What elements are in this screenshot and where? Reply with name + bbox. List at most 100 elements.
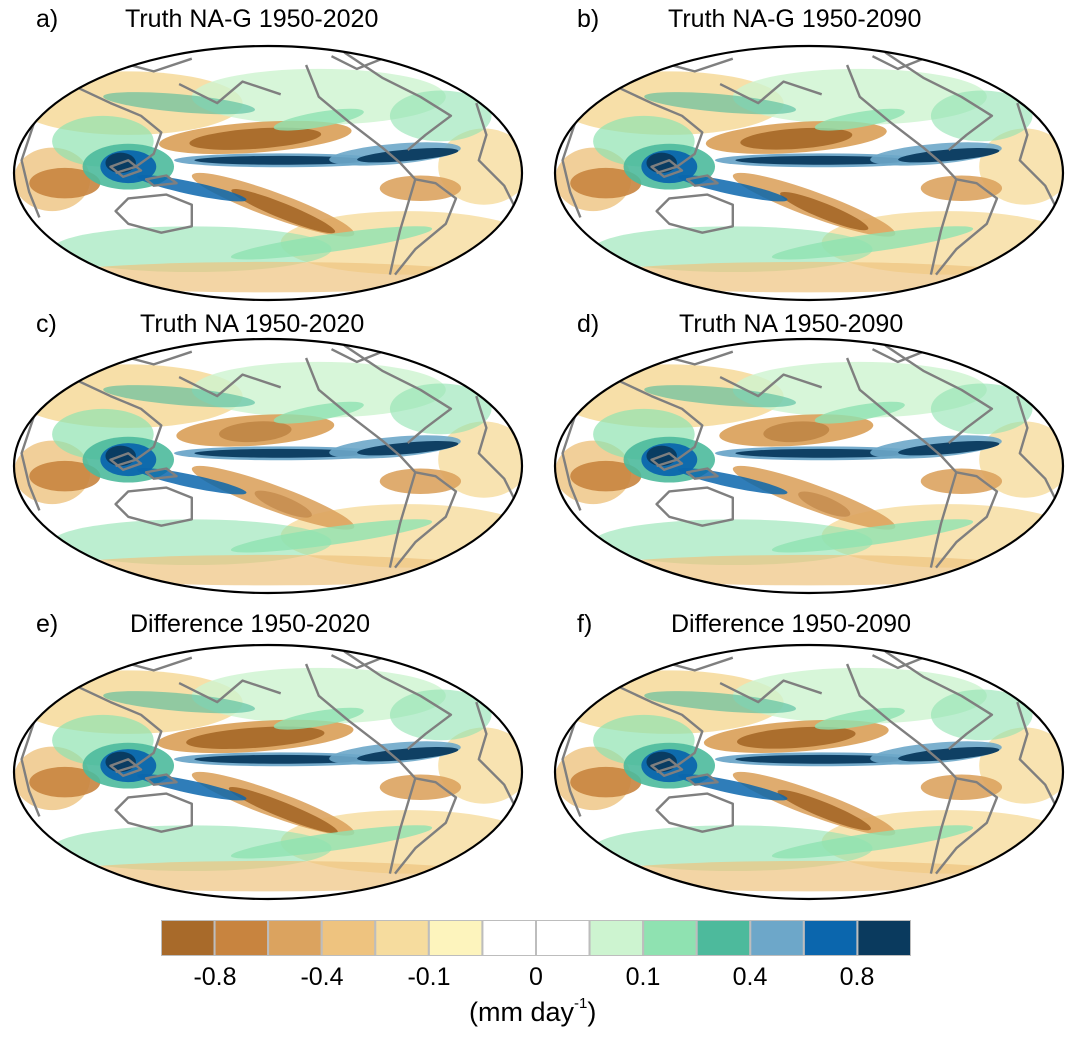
precip-field xyxy=(14,46,522,300)
colorbar-swatch xyxy=(695,920,752,956)
coastline xyxy=(330,654,383,670)
coastline xyxy=(1016,395,1059,505)
coastline xyxy=(650,758,684,777)
colorbar xyxy=(161,920,911,956)
precip-field xyxy=(555,339,1063,593)
colorbar-tick-label: 0.1 xyxy=(625,963,661,991)
coastline xyxy=(178,373,282,398)
coastline xyxy=(304,663,458,875)
panel-b: b) Truth NA-G 1950-2090 xyxy=(553,5,1072,310)
colorbar-swatch xyxy=(642,920,698,956)
panel-title: Truth NA-G 1950-2020 xyxy=(125,5,379,33)
panel-d: d) Truth NA 1950-2090 xyxy=(553,310,1072,615)
colorbar-tick-label: -0.4 xyxy=(300,963,344,991)
colorbar-swatch xyxy=(161,920,216,956)
coastline xyxy=(20,121,41,218)
colorbar-tick-label: 0 xyxy=(529,963,543,991)
colorbar-tick-label: -0.1 xyxy=(407,963,451,991)
coastline xyxy=(388,471,417,568)
colorbar-swatch xyxy=(374,920,430,956)
coastline xyxy=(114,792,193,833)
coastline xyxy=(561,121,582,218)
coastline xyxy=(388,178,417,275)
coastline xyxy=(109,159,143,178)
map-c xyxy=(12,337,524,595)
coastline xyxy=(685,773,719,786)
panel-title: Truth NA 1950-2020 xyxy=(140,310,365,338)
map-b xyxy=(553,44,1065,302)
coastline xyxy=(343,650,453,751)
coastline xyxy=(719,80,823,105)
colorbar-tick-label: -0.8 xyxy=(193,963,237,991)
coastline xyxy=(343,51,453,152)
panel-title: Truth NA-G 1950-2090 xyxy=(668,5,922,33)
coastline xyxy=(929,178,958,275)
colorbar-tick-label: 0.4 xyxy=(732,963,768,991)
coastline xyxy=(719,373,823,398)
units-exponent: -1 xyxy=(574,995,588,1012)
map-a xyxy=(12,44,524,302)
panel-letter: a) xyxy=(36,5,59,33)
coastline xyxy=(330,348,383,364)
panel-title: Difference 1950-2090 xyxy=(671,610,911,638)
coastline xyxy=(884,51,994,152)
panel-a: a) Truth NA-G 1950-2020 xyxy=(10,5,550,310)
panel-title: Difference 1950-2020 xyxy=(130,610,370,638)
coastline xyxy=(719,679,823,704)
coastline xyxy=(655,792,734,833)
coastline xyxy=(388,777,417,874)
units-text: (mm day xyxy=(469,997,575,1027)
coastline xyxy=(114,193,193,234)
precip-field xyxy=(555,46,1063,300)
panel-letter: b) xyxy=(577,5,600,33)
colorbar-swatch xyxy=(267,920,323,956)
colorbar-swatch xyxy=(213,920,270,956)
panel-letter: e) xyxy=(36,610,59,638)
panel-e: e) Difference 1950-2020 xyxy=(10,610,550,915)
colorbar-swatch xyxy=(320,920,377,956)
units-close: ) xyxy=(587,997,597,1027)
coastline xyxy=(845,663,999,875)
coastline xyxy=(343,344,453,445)
coastline xyxy=(304,357,458,569)
coastline xyxy=(929,471,958,568)
coastline xyxy=(1016,102,1059,212)
coastline xyxy=(871,654,924,670)
coastline xyxy=(655,193,734,234)
map-e xyxy=(12,643,524,901)
coastline xyxy=(109,758,143,777)
precip-field xyxy=(14,339,522,593)
map-border xyxy=(12,337,524,595)
coastline xyxy=(475,701,518,811)
coastline xyxy=(650,159,684,178)
coastline xyxy=(144,467,178,480)
panel-letter: d) xyxy=(577,310,600,338)
panel-letter: f) xyxy=(577,610,593,638)
precip-field xyxy=(555,645,1063,899)
coastline xyxy=(650,452,684,471)
coastline xyxy=(144,773,178,786)
coastline xyxy=(655,486,734,527)
coastline xyxy=(178,679,282,704)
coastline xyxy=(685,467,719,480)
coastline xyxy=(109,452,143,471)
colorbar-swatch xyxy=(802,920,859,956)
panel-f: f) Difference 1950-2090 xyxy=(553,610,1072,915)
colorbar-swatch xyxy=(427,920,484,956)
panel-letter: c) xyxy=(36,310,57,338)
coastline xyxy=(178,80,282,105)
coastline xyxy=(884,650,994,751)
map-border xyxy=(12,44,524,302)
coastline xyxy=(561,720,582,817)
precip-field xyxy=(14,645,522,899)
coastline xyxy=(475,395,518,505)
coastline xyxy=(330,55,383,71)
panel-c: c) Truth NA 1950-2020 xyxy=(10,310,550,615)
colorbar-swatch xyxy=(749,920,805,956)
colorbar-units: (mm day-1) xyxy=(469,995,597,1028)
coastline xyxy=(114,486,193,527)
panel-title: Truth NA 1950-2090 xyxy=(679,310,904,338)
coastline xyxy=(871,55,924,71)
coastline xyxy=(20,414,41,511)
coastline xyxy=(871,348,924,364)
